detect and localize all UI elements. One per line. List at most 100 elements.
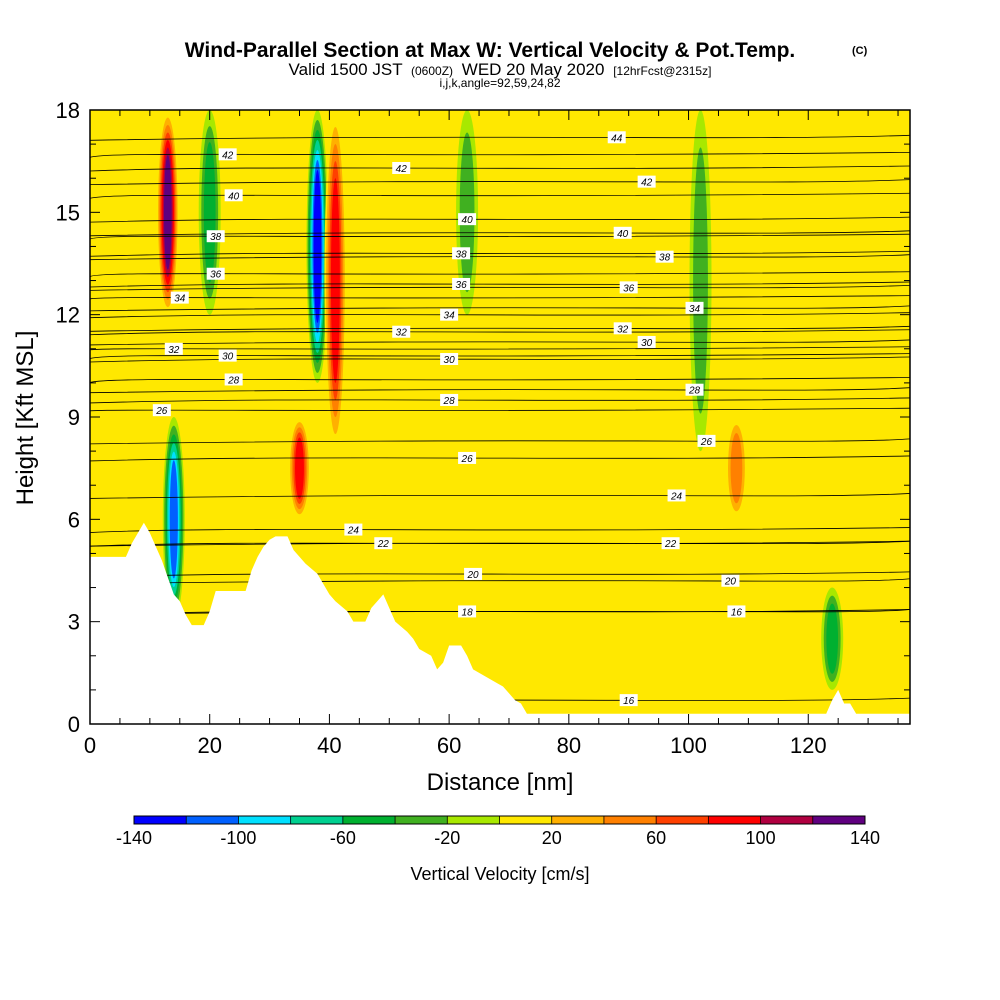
theta-contour xyxy=(90,377,910,383)
contour-label-bg xyxy=(607,131,626,144)
colorbar-swatch xyxy=(499,816,552,824)
colorbar-swatch xyxy=(551,816,604,824)
valid-date: WED 20 May 2020 xyxy=(462,60,605,79)
theta-contour xyxy=(90,295,910,301)
x-axis-title: Distance [nm] xyxy=(427,769,574,796)
contour-label: 28 xyxy=(688,386,701,397)
contour-label: 28 xyxy=(227,375,240,386)
contour-label-bg xyxy=(613,226,632,239)
theta-contour xyxy=(90,192,910,199)
valid-prefix: Valid 1500 JST xyxy=(289,60,403,79)
x-tick-label: 40 xyxy=(317,733,341,758)
theta-contour xyxy=(90,254,910,261)
contour-label-bg xyxy=(458,605,477,618)
terrain-mask xyxy=(90,522,910,724)
theta-contour xyxy=(90,250,910,257)
theta-contour xyxy=(90,312,910,319)
contour-label: 26 xyxy=(700,437,713,448)
theta-contour xyxy=(90,353,910,359)
contour-label-bg xyxy=(685,383,704,396)
theta-contour xyxy=(90,284,910,291)
colorbar-tick-label: -140 xyxy=(116,828,152,848)
ijk-info: i,j,k,angle=92,59,24,82 xyxy=(439,76,560,90)
x-tick-label: 120 xyxy=(790,733,827,758)
contour-label: 42 xyxy=(641,178,653,189)
contour-label-bg xyxy=(655,250,674,263)
contour-label-bg xyxy=(727,605,746,618)
contour-label: 32 xyxy=(617,324,629,335)
contour-label: 30 xyxy=(641,338,653,349)
contour-label: 42 xyxy=(222,150,234,161)
contour-label: 36 xyxy=(210,270,222,281)
contour-label-bg xyxy=(619,281,638,294)
contour-label: 40 xyxy=(462,215,474,226)
draft-feature xyxy=(459,132,475,293)
theta-contour xyxy=(90,438,910,445)
draft-feature xyxy=(164,155,172,270)
contour-label: 18 xyxy=(462,607,474,618)
draft-feature xyxy=(330,178,340,383)
contour-label-bg xyxy=(464,567,483,580)
colorbar-swatch xyxy=(603,816,657,824)
contour-label-bg xyxy=(392,161,411,174)
contour-label: 20 xyxy=(467,570,480,581)
contour-label: 42 xyxy=(396,164,408,175)
contour-label-bg xyxy=(452,247,471,260)
contour-label-bg xyxy=(392,325,411,338)
contour-label-bg xyxy=(721,574,740,587)
theta-contours xyxy=(90,134,910,704)
theta-contour-labels: 44 42 42 42 40 40 40 38 38 38 36 36 36 34 34 34 32 32 32 30… xyxy=(152,131,746,707)
contour-label: 16 xyxy=(623,696,635,707)
theta-contour xyxy=(90,271,910,278)
contour-label-bg xyxy=(164,342,183,355)
contour-label-bg xyxy=(697,434,716,447)
valid-time-line: Valid 1500 JST (0600Z) WED 20 May 2020 [… xyxy=(289,60,712,79)
x-tick-label: 60 xyxy=(437,733,461,758)
theta-contour xyxy=(90,305,910,312)
contour-label-bg xyxy=(206,267,225,280)
contour-label-bg xyxy=(619,694,638,707)
draft-feature xyxy=(169,460,178,579)
colorbar-swatch xyxy=(134,816,187,824)
contour-label: 24 xyxy=(347,526,360,537)
theta-contour xyxy=(90,134,910,141)
contour-label-bg xyxy=(440,308,459,321)
x-tick-label: 20 xyxy=(197,733,221,758)
contour-label: 20 xyxy=(724,577,737,588)
contour-label-bg xyxy=(661,537,680,550)
contour-label: 26 xyxy=(155,406,168,417)
y-tick-label: 6 xyxy=(68,507,80,532)
contour-label: 16 xyxy=(731,607,743,618)
colorbar-swatch xyxy=(656,816,709,824)
contour-label-bg xyxy=(458,213,477,226)
y-tick-label: 18 xyxy=(56,98,80,123)
contour-label: 34 xyxy=(174,294,186,305)
contour-label-bg xyxy=(637,175,656,188)
contour-label: 32 xyxy=(168,345,180,356)
colorbar-tick-label: 100 xyxy=(746,828,776,848)
theta-contour xyxy=(90,397,910,404)
colorbar-tick-label: -20 xyxy=(434,828,460,848)
velocity-field xyxy=(90,110,910,724)
theta-contour xyxy=(90,407,910,414)
contour-label: 22 xyxy=(377,539,390,550)
colorbar-swatch xyxy=(760,816,813,824)
contour-label: 44 xyxy=(611,133,623,144)
contour-label: 40 xyxy=(617,229,629,240)
colorbar-tick-label: 60 xyxy=(646,828,666,848)
draft-feature xyxy=(203,142,216,283)
contour-label: 28 xyxy=(443,396,456,407)
x-tick-label: 100 xyxy=(670,733,707,758)
y-tick-label: 0 xyxy=(68,712,80,737)
colorbar-swatch xyxy=(290,816,343,824)
colorbar-swatch xyxy=(812,816,865,824)
contour-label: 22 xyxy=(664,539,677,550)
y-tick-label: 12 xyxy=(56,303,80,328)
colorbar-tick-label: 20 xyxy=(542,828,562,848)
theta-contour xyxy=(90,527,910,533)
contour-label: 34 xyxy=(689,304,701,315)
contour-label: 26 xyxy=(461,454,474,465)
draft-feature xyxy=(826,603,839,674)
colorbar-swatch xyxy=(708,816,761,824)
